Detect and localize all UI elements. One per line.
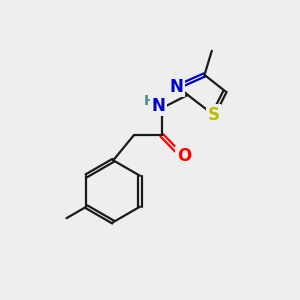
Text: H: H xyxy=(144,94,155,108)
Text: O: O xyxy=(177,148,191,166)
Text: N: N xyxy=(151,97,165,115)
Text: N: N xyxy=(169,78,183,96)
Text: S: S xyxy=(207,106,219,124)
